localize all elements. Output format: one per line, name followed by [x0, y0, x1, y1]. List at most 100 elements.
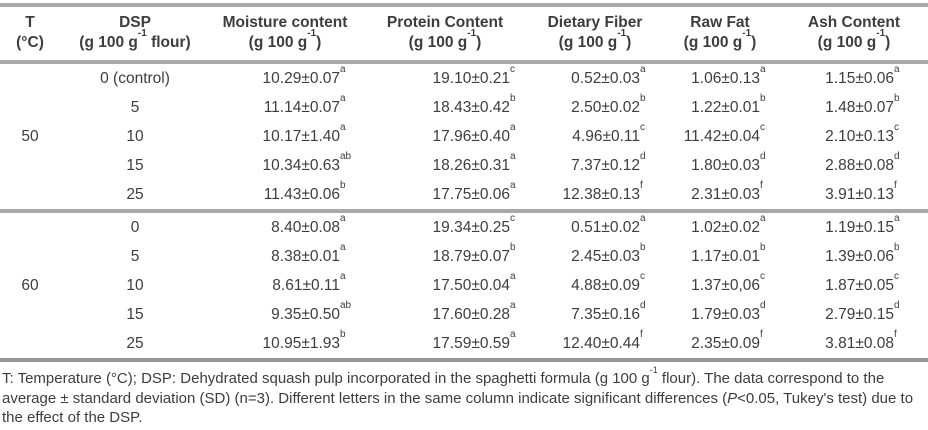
superscript: -1: [137, 27, 147, 39]
moisture-content-cell: 10.29±0.07a: [262, 63, 346, 87]
measurement-value: 1.87±0.05: [825, 277, 894, 294]
measurement-value: 10.95±1.93: [262, 335, 340, 352]
measurement-value: 1.80±0.03: [691, 157, 760, 174]
dsp-value: 15: [126, 306, 144, 323]
protein-content-cell: 17.96±0.40a: [432, 121, 516, 145]
protein-content-cell: 17.50±0.04a: [432, 270, 516, 294]
moisture-content-cell: 10.34±0.63ab: [262, 150, 352, 174]
measurement-value: 2.79±0.15: [825, 306, 894, 323]
header-moisture-content: Moisture content (g 100 g-1): [210, 5, 360, 62]
text-segment: flour). The data correspond to the avera…: [2, 370, 885, 407]
table-row: 60 0 8.40±0.08a 19.34±0.25c 0.51±0.02a 1.02±0…: [0, 211, 928, 294]
dietary-fiber-cell: 4.88±0.09c: [571, 270, 645, 294]
measurement-value: 10.29±0.07: [262, 70, 340, 87]
raw-fat-cell: 2.31±0.03f: [691, 179, 763, 203]
text-segment: (g 100 g: [817, 34, 877, 51]
italic-text: P: [727, 389, 738, 407]
header-temperature: T (°C): [0, 5, 60, 62]
measurement-value: 0.51±0.02: [571, 219, 640, 236]
measurement-value: 1.19±0.15: [825, 219, 894, 236]
dsp-value: 0: [130, 219, 140, 236]
text-segment: ): [885, 34, 891, 51]
header-ash-content: Ash Content (g 100 g-1): [780, 5, 928, 62]
measurement-value: 12.38±0.13: [562, 186, 640, 203]
table-row: 10 10.17±1.40a 17.96±0.40a 4.96±0.11c 11.42±…: [0, 122, 928, 151]
dsp-value: 5: [130, 248, 140, 265]
table-header: T (°C) DSP (g 100 g-1 flour) Moisture co…: [0, 5, 928, 62]
text-segment: (g 100 g: [558, 34, 618, 51]
dsp-value: 25: [126, 186, 144, 203]
measurement-value: 4.96±0.11: [572, 128, 640, 145]
measurement-value: 7.37±0.12: [571, 157, 640, 174]
header-dsp: DSP (g 100 g-1 flour): [60, 5, 210, 62]
measurement-value: 1.06±0.13: [691, 70, 760, 87]
text-segment: (g 100 g: [683, 34, 743, 51]
measurement-value: 7.35±0.16: [571, 306, 640, 323]
measurement-value: 17.96±0.40: [432, 128, 510, 145]
text-segment: ): [316, 34, 322, 51]
protein-content-cell: 17.75±0.06a: [432, 179, 516, 203]
measurement-value: 11.43±0.06: [263, 186, 340, 203]
moisture-content-cell: 10.17±1.40a: [262, 121, 346, 145]
raw-fat-cell: 1.06±0.13a: [691, 63, 766, 87]
temperature-group-60: 60 0 8.40±0.08a 19.34±0.25c 0.51±0.02a 1.02±0…: [0, 211, 928, 360]
protein-content-cell: 18.26±0.31a: [432, 150, 516, 174]
table-row: 10 8.61±0.11a 17.50±0.04a 4.88±0.09c 1.37±0,…: [0, 271, 928, 300]
measurement-value: 9.35±0.50: [271, 306, 340, 323]
measurement-value: 8.40±0.08: [271, 219, 340, 236]
header-raw-fat: Raw Fat (g 100 g-1): [660, 5, 780, 62]
measurement-value: 11.14±0.07: [263, 99, 340, 116]
ash-content-cell: 1.19±0.15a: [825, 212, 900, 236]
text-segment: ): [626, 34, 632, 51]
text-segment: (g 100 g: [248, 34, 308, 51]
ash-content-cell: 1.39±0.06b: [825, 241, 900, 265]
measurement-value: 0.52±0.03: [571, 70, 640, 87]
header-moisture-label: Moisture content: [222, 14, 348, 31]
measurement-value: 8.61±0.11: [272, 277, 340, 294]
moisture-content-cell: 8.61±0.11a: [272, 270, 346, 294]
measurement-value: 2.35±0.09: [691, 335, 760, 352]
header-protein-label: Protein Content: [386, 14, 504, 31]
measurement-value: 18.43±0.42: [432, 99, 510, 116]
superscript: -1: [617, 27, 627, 39]
measurement-value: 2.10±0.13: [825, 128, 894, 145]
header-ash-label: Ash Content: [807, 14, 901, 31]
dsp-value: 10: [126, 277, 144, 294]
measurement-value: 1.37±0,06: [691, 277, 760, 294]
measurement-value: 17.59±0.59: [432, 335, 510, 352]
header-dsp-label: DSP: [119, 14, 151, 31]
measurement-value: 19.10±0.21: [432, 70, 510, 87]
temperature-value: 60: [21, 277, 39, 294]
protein-content-cell: 18.79±0.07b: [432, 241, 516, 265]
header-row: T (°C) DSP (g 100 g-1 flour) Moisture co…: [0, 5, 928, 62]
raw-fat-cell: 1.02±0.02a: [691, 212, 766, 236]
superscript: -1: [649, 365, 658, 375]
temperature-value: 50: [21, 128, 39, 145]
superscript: -1: [742, 27, 752, 39]
ash-content-cell: 2.10±0.13c: [825, 121, 899, 145]
dsp-value: 0 (control): [100, 70, 170, 87]
protein-content-cell: 17.60±0.28a: [432, 299, 516, 323]
dietary-fiber-cell: 0.51±0.02a: [571, 212, 646, 236]
dietary-fiber-cell: 7.35±0.16d: [571, 299, 646, 323]
header-temperature-unit: (°C): [0, 33, 60, 53]
raw-fat-cell: 2.35±0.09f: [691, 328, 763, 352]
measurement-value: 18.26±0.31: [432, 157, 510, 174]
header-protein-unit: (g 100 g-1): [360, 28, 530, 53]
moisture-content-cell: 8.40±0.08a: [271, 212, 346, 236]
ash-content-cell: 3.91±0.13f: [825, 179, 897, 203]
header-raw-fat-label: Raw Fat: [690, 14, 750, 31]
text-segment: T: Temperature (°C); DSP: Dehydrated squ…: [2, 370, 650, 387]
measurement-value: 2.45±0.03: [571, 248, 640, 265]
header-dietary-fiber: Dietary Fiber (g 100 g-1): [530, 5, 660, 62]
superscript: -1: [307, 27, 317, 39]
dietary-fiber-cell: 4.96±0.11c: [572, 121, 645, 145]
measurement-value: 3.81±0.08: [825, 335, 894, 352]
raw-fat-cell: 1.37±0,06c: [691, 270, 765, 294]
header-temperature-label: T: [25, 14, 35, 31]
ash-content-cell: 1.87±0.05c: [825, 270, 899, 294]
raw-fat-cell: 1.17±0.01b: [691, 241, 766, 265]
moisture-content-cell: 9.35±0.50ab: [271, 299, 352, 323]
dietary-fiber-cell: 7.37±0.12d: [571, 150, 646, 174]
